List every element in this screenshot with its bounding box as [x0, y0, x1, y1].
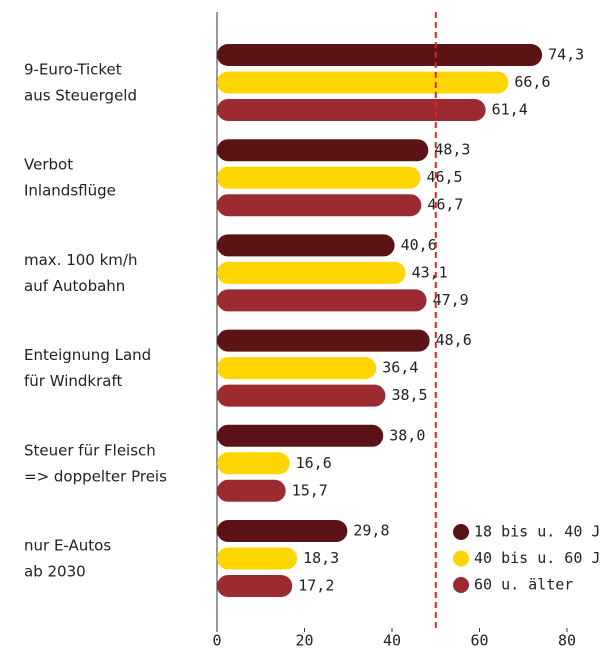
value-label: 48,6 [436, 331, 472, 349]
value-label: 74,3 [548, 46, 584, 64]
value-label: 29,8 [353, 522, 389, 540]
category-label-line: Verbot [24, 155, 73, 173]
value-label: 46,5 [426, 168, 462, 186]
category-label-line: für Windkraft [24, 372, 122, 390]
bar [217, 424, 384, 447]
x-tick-label: 60 [470, 632, 488, 650]
value-label: 15,7 [292, 481, 328, 499]
category-label-line: ab 2030 [24, 562, 86, 580]
value-label: 16,6 [296, 454, 332, 472]
category-label-line: => doppelter Preis [24, 467, 167, 485]
value-label: 18,3 [303, 549, 339, 567]
bar [217, 44, 543, 66]
value-label: 48,3 [434, 141, 470, 159]
bar [217, 234, 395, 257]
value-label: 36,4 [382, 359, 418, 377]
value-label: 38,0 [389, 426, 425, 444]
bar [217, 452, 290, 475]
bar [217, 261, 406, 284]
category-label-line: Enteignung Land [24, 346, 151, 364]
value-label: 46,7 [427, 196, 463, 214]
x-tick-label: 0 [212, 632, 221, 650]
value-label: 38,5 [391, 386, 427, 404]
category-label: Steuer für Fleisch => doppelter Preis [24, 441, 167, 485]
value-label: 61,4 [492, 101, 528, 119]
category-label-line: 9-Euro-Ticket [24, 60, 122, 78]
legend-swatch [453, 577, 469, 593]
category-label-line: nur E-Autos [24, 536, 111, 554]
category-label: max. 100 km/h auf Autobahn [24, 250, 137, 294]
category-label-line: Inlandsflüge [24, 181, 116, 199]
bar [217, 166, 421, 189]
bar [217, 384, 386, 407]
category-label: 9-Euro-Ticket aus Steuergeld [24, 60, 137, 104]
bar [217, 357, 377, 380]
value-label: 40,6 [401, 236, 437, 254]
x-tick-label: 40 [383, 632, 401, 650]
legend-swatch [453, 524, 469, 540]
x-tick-label: 80 [558, 632, 576, 650]
value-label: 66,6 [514, 73, 550, 91]
bar [217, 520, 348, 542]
legend-swatch [453, 550, 469, 567]
category-label-line: Steuer für Fleisch [24, 441, 156, 459]
category-label-line: max. 100 km/h [24, 250, 137, 268]
bar [217, 139, 429, 162]
legend-label: 18 bis u. 40 J. [474, 523, 602, 541]
category-label: nur E-Autos ab 2030 [24, 536, 111, 580]
bar [217, 479, 286, 502]
legend-label: 60 u. älter [474, 576, 573, 594]
category-label-line: aus Steuergeld [24, 86, 137, 104]
bar [217, 547, 298, 570]
bar [217, 71, 509, 94]
bar [217, 329, 430, 352]
value-label: 43,1 [412, 263, 448, 281]
bar [217, 575, 293, 597]
value-label: 47,9 [433, 291, 469, 309]
bar [217, 289, 427, 312]
category-label: Enteignung Land für Windkraft [24, 346, 151, 390]
value-label: 17,2 [298, 577, 334, 595]
legend-label: 40 bis u. 60 J. [474, 549, 602, 567]
bar [217, 99, 486, 121]
bar [217, 194, 422, 217]
category-label: Verbot Inlandsflüge [24, 155, 116, 199]
category-label-line: auf Autobahn [24, 276, 125, 294]
x-tick-label: 20 [295, 632, 313, 650]
